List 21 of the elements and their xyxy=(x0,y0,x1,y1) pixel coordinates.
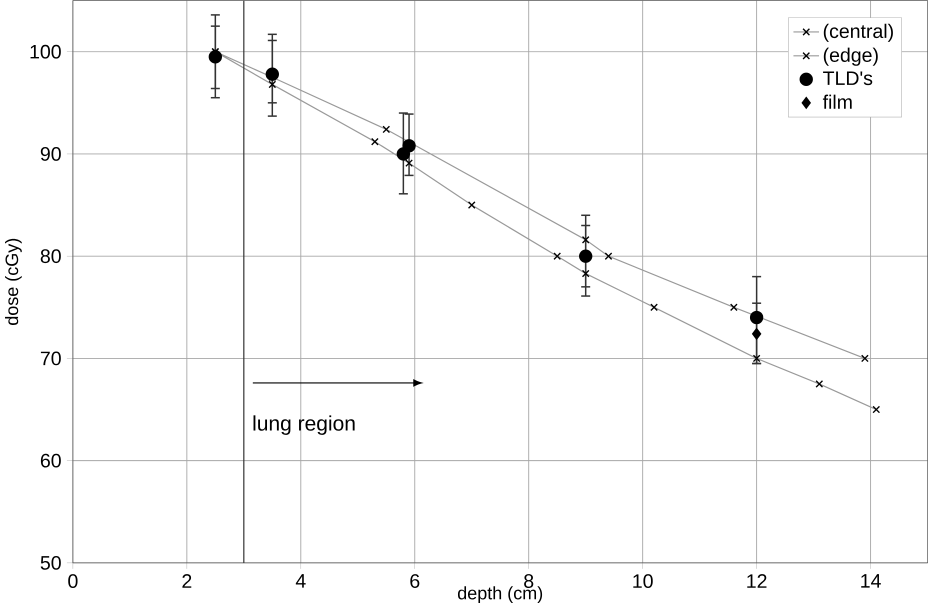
y-tick-label: 90 xyxy=(40,147,61,161)
x-tick-label: 8 xyxy=(524,574,534,588)
y-tick-label: 100 xyxy=(30,44,61,59)
y-tick-label: 80 xyxy=(40,249,61,264)
x-tick-label: 12 xyxy=(747,574,766,588)
x-tick-label: 4 xyxy=(296,574,306,588)
x-tick-label: 6 xyxy=(410,574,420,588)
ref-line-label: lung region xyxy=(254,415,355,435)
x-axis-title: depth (cm) xyxy=(458,586,542,604)
legend-label: (edge) xyxy=(824,48,878,66)
y-tick-label: 60 xyxy=(40,454,61,468)
x-tick-label: 0 xyxy=(68,574,78,588)
y-tick-label: 50 xyxy=(40,556,61,570)
legend-label: TLD's xyxy=(823,71,872,86)
legend-label: (central) xyxy=(824,24,893,42)
x-tick-label: 2 xyxy=(182,574,192,588)
x-tick-label: 14 xyxy=(861,574,881,588)
x-tick-label: 10 xyxy=(633,574,653,588)
y-axis-title: dose (cGy) xyxy=(5,238,22,325)
y-tick-label: 70 xyxy=(40,351,61,366)
legend-label: film xyxy=(822,94,852,109)
